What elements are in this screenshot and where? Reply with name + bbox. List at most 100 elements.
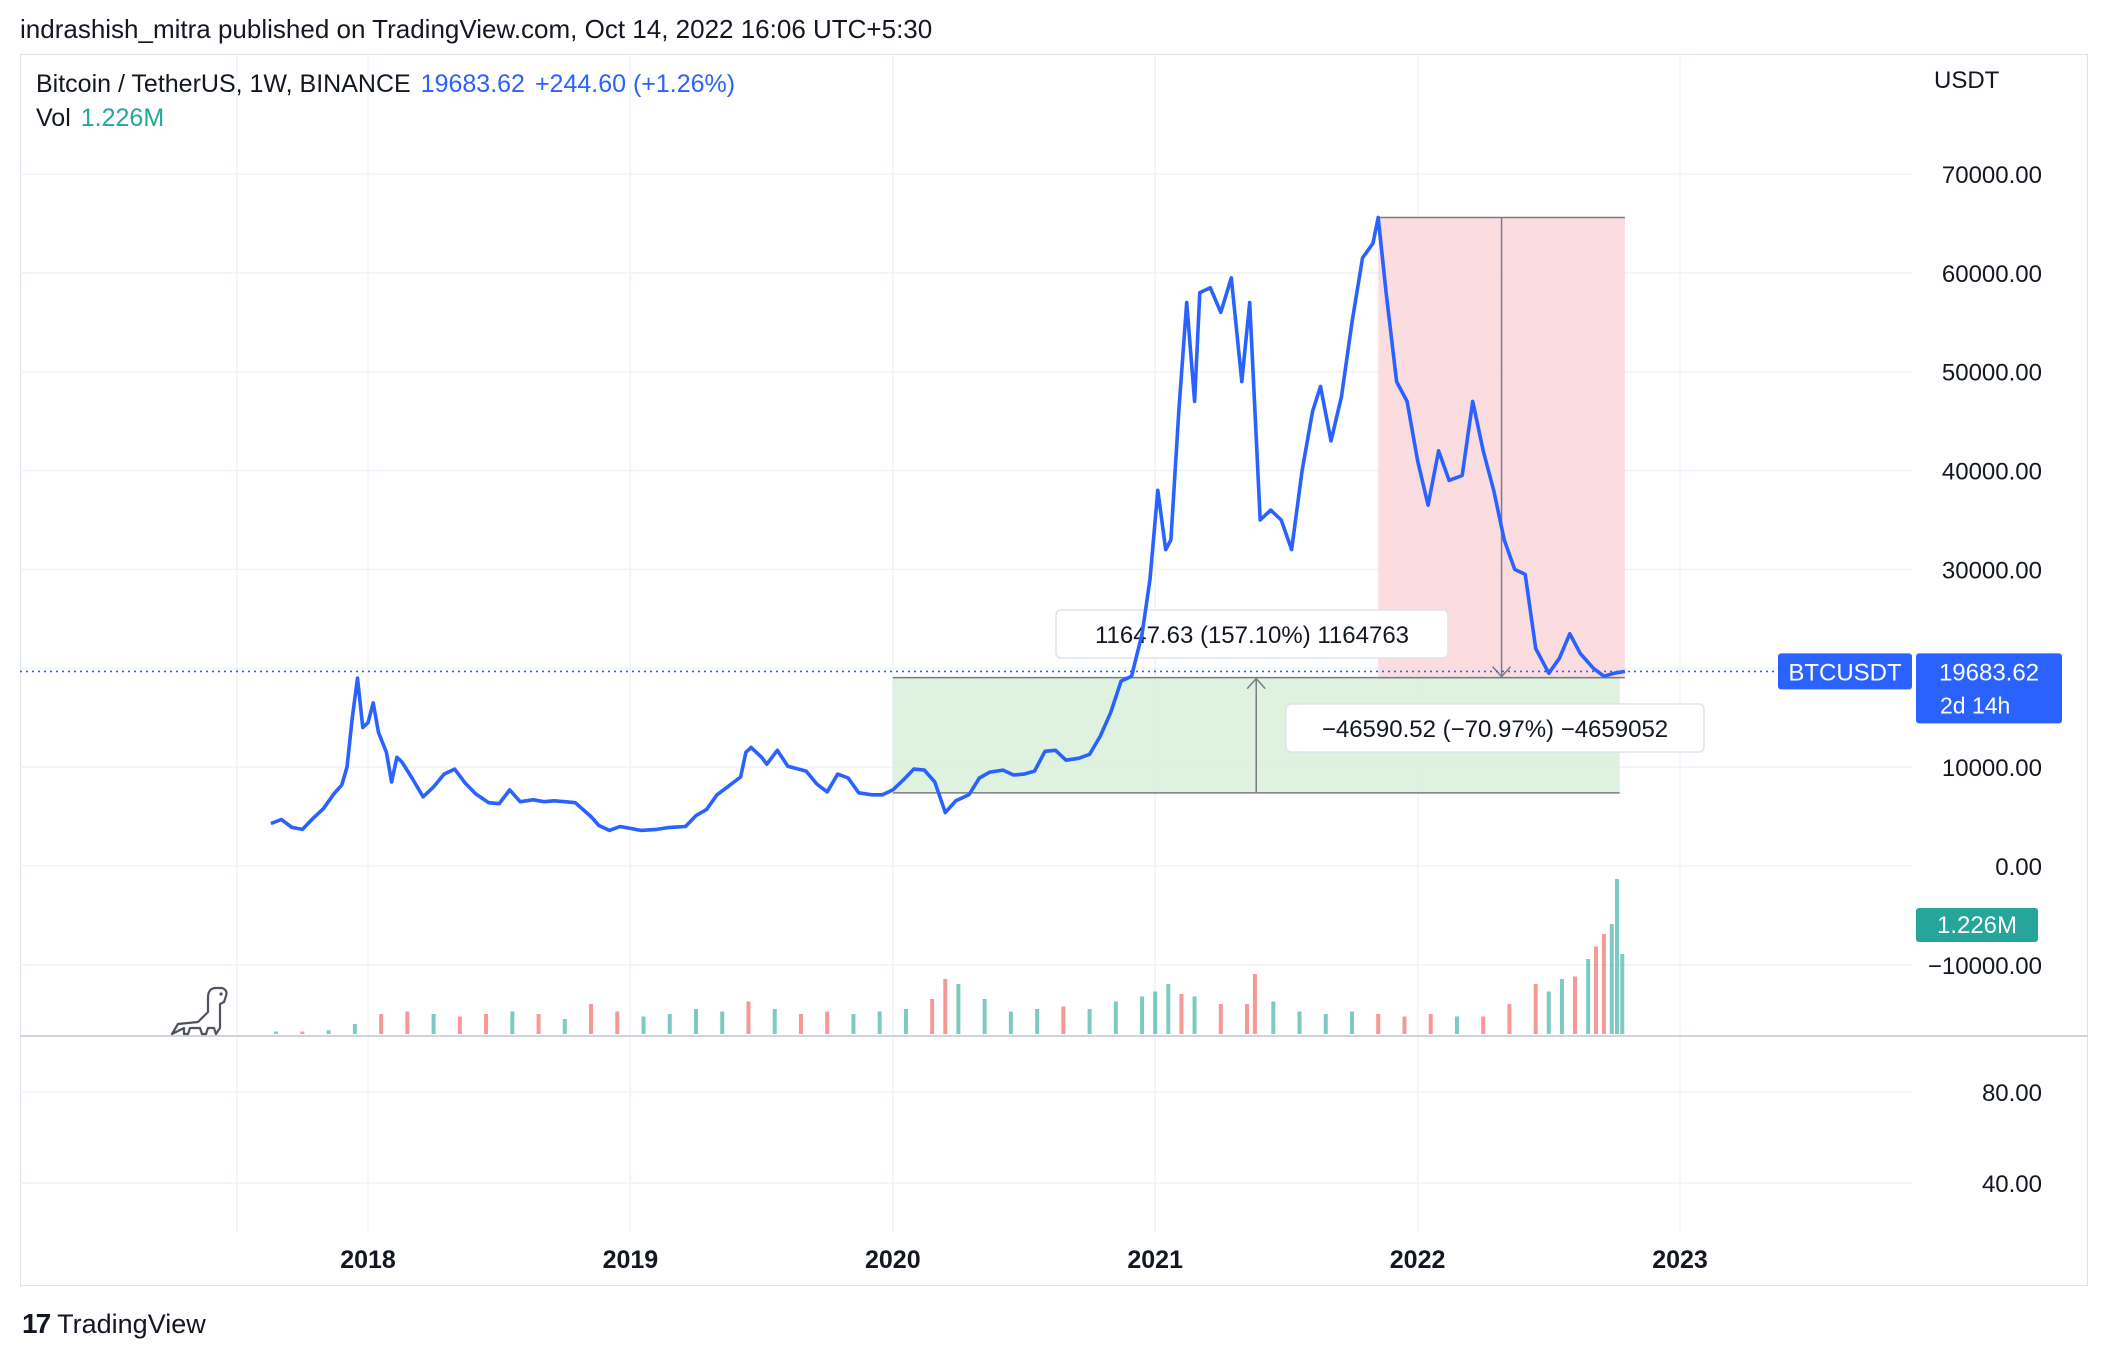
volume-bar	[851, 1014, 856, 1034]
volume-bar	[1601, 934, 1606, 1034]
volume-bar	[1533, 984, 1538, 1034]
volume-bar	[379, 1014, 384, 1034]
volume-bar	[1297, 1011, 1302, 1034]
price-tick-label: −10000.00	[1928, 953, 2042, 980]
volume-bar	[746, 1001, 751, 1034]
volume-bar	[1609, 924, 1614, 1034]
short-measure-label-text: −46590.52 (−70.97%) −4659052	[1322, 716, 1668, 743]
last-price: 19683.62	[420, 70, 525, 98]
volume-label: Vol	[36, 104, 71, 132]
symbol-name: Bitcoin / TetherUS, 1W, BINANCE	[36, 70, 411, 98]
volume-bar	[772, 1009, 777, 1034]
volume-bar	[1153, 991, 1158, 1034]
long-arrow-head	[1246, 677, 1266, 690]
price-tick-label: 0.00	[1995, 854, 2042, 881]
tradingview-footer[interactable]: 17 TradingView	[22, 1308, 206, 1340]
volume-bar	[352, 1024, 357, 1034]
volume-bar	[982, 999, 987, 1034]
volume-bar	[1166, 984, 1171, 1034]
volume-bar	[720, 1011, 725, 1034]
symbol-legend[interactable]: Bitcoin / TetherUS, 1W, BINANCE 19683.62 +…	[36, 70, 735, 99]
volume-bar	[562, 1019, 567, 1034]
volume-tag	[1916, 908, 2038, 942]
grid	[20, 56, 2088, 1232]
symbol-tag	[1778, 653, 1912, 690]
volume-bar	[1481, 1016, 1486, 1034]
volume-bar	[300, 1031, 305, 1034]
volume-bar	[1586, 959, 1591, 1034]
volume-bar	[1350, 1011, 1354, 1034]
volume-bar	[1061, 1006, 1066, 1034]
volume-bar	[1507, 1004, 1512, 1034]
price-tick-label: 30000.00	[1942, 557, 2042, 584]
volume-bar	[1271, 1001, 1276, 1034]
volume-bar	[457, 1016, 462, 1034]
volume-bar	[484, 1014, 489, 1034]
lower-tick-label: 80.00	[1982, 1080, 2042, 1107]
price-tags: BTCUSDT 19683.62 2d 14h 1.226M	[1778, 653, 2062, 942]
volume-bar	[1245, 1004, 1250, 1034]
symbol-tag-text: BTCUSDT	[1788, 659, 1902, 686]
volume-bar	[510, 1011, 515, 1034]
price-tick-label: 70000.00	[1942, 162, 2042, 189]
volume-legend[interactable]: Vol 1.226M	[36, 104, 164, 133]
price-axis: USDT 70000.00 60000.00 50000.00 40000.00 3000…	[340, 67, 2042, 1274]
volume-bar	[903, 1009, 908, 1034]
price-line	[20, 215, 1914, 833]
chart-frame	[20, 54, 2088, 1286]
volume-bar	[1615, 879, 1620, 1034]
volume-bar	[1620, 954, 1625, 1034]
last-price-tag	[1916, 653, 2062, 724]
volume-bar	[1035, 1009, 1040, 1034]
axis-unit: USDT	[1934, 67, 2000, 94]
year-tick-label: 2020	[865, 1246, 921, 1274]
price-tick-label: 60000.00	[1942, 261, 2042, 288]
volume-bar	[431, 1014, 436, 1034]
volume-bar	[615, 1011, 620, 1034]
volume-bar	[1113, 1001, 1118, 1034]
volume-bar	[798, 1014, 803, 1034]
price-tick-label: 40000.00	[1942, 459, 2042, 486]
dinosaur-icon	[170, 986, 228, 1036]
short-measure-label: −46590.52 (−70.97%) −4659052	[1285, 703, 1705, 753]
volume-bar	[326, 1030, 331, 1034]
volume-bars	[274, 879, 1625, 1034]
last-price-tag-text: 19683.62	[1939, 659, 2039, 686]
volume-bar	[1546, 991, 1551, 1034]
volume-bar	[1594, 946, 1599, 1034]
brand-name: TradingView	[57, 1308, 206, 1339]
measure-tools[interactable]: 11647.63 (157.10%) 1164763 −46590.52 (−70…	[892, 216, 1705, 794]
volume-bar	[1179, 994, 1184, 1034]
volume-bar	[1428, 1014, 1433, 1034]
price-change: +244.60 (+1.26%)	[534, 70, 736, 98]
year-tick-label: 2019	[603, 1246, 659, 1274]
volume-bar	[877, 1011, 882, 1034]
volume-bar	[1218, 1004, 1223, 1034]
price-tick-label: 10000.00	[1942, 755, 2042, 782]
volume-value: 1.226M	[80, 104, 165, 132]
volume-bar	[641, 1016, 646, 1034]
tradingview-logo-icon: 17	[22, 1308, 51, 1339]
year-tick-label: 2018	[340, 1246, 396, 1274]
volume-bar	[274, 1031, 279, 1034]
volume-bar	[667, 1014, 672, 1034]
volume-bar	[1454, 1016, 1459, 1034]
volume-bar	[930, 999, 935, 1034]
volume-bar	[536, 1014, 541, 1034]
lower-tick-label: 40.00	[1982, 1171, 2042, 1198]
volume-bar	[1252, 974, 1257, 1034]
volume-bar	[405, 1011, 410, 1034]
volume-tag-text: 1.226M	[1937, 912, 2017, 939]
short-arrow-head	[1492, 666, 1512, 678]
long-measure-label-text: 11647.63 (157.10%) 1164763	[1095, 622, 1409, 649]
price-tick-label: 50000.00	[1942, 360, 2042, 387]
volume-bar	[589, 1004, 594, 1034]
publisher-caption: indrashish_mitra published on TradingVie…	[20, 14, 933, 44]
volume-bar	[956, 984, 961, 1034]
volume-bar	[694, 1009, 698, 1034]
volume-bar	[1573, 976, 1578, 1034]
countdown-text: 2d 14h	[1940, 692, 2010, 718]
volume-bar	[1087, 1009, 1092, 1034]
volume-bar	[1192, 996, 1197, 1034]
